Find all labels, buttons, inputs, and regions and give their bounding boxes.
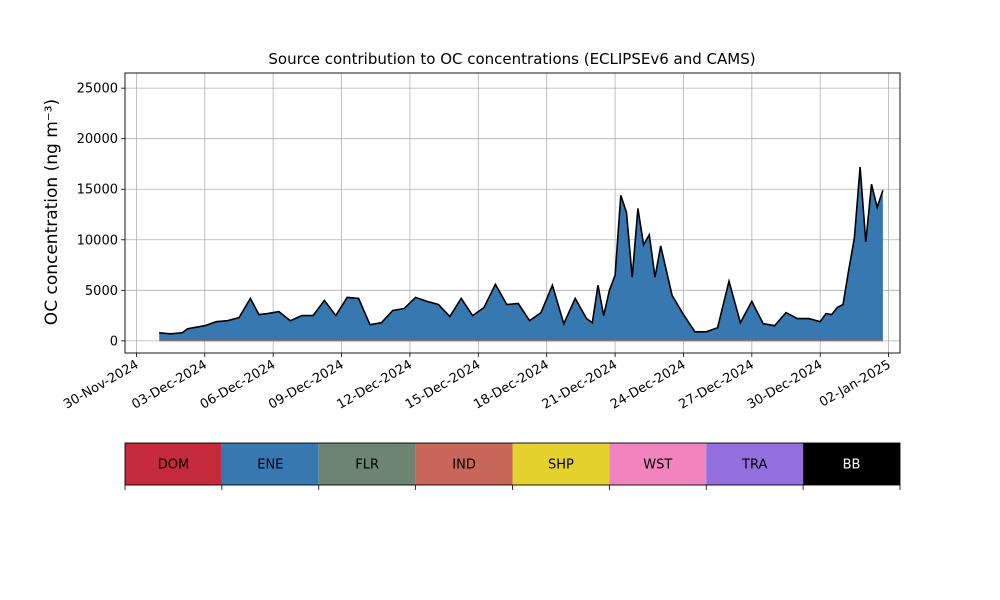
x-tick-label: 30-Dec-2024 xyxy=(745,357,825,412)
legend-swatch-bb xyxy=(803,443,900,485)
total-outline xyxy=(159,166,884,335)
y-tick-label: 5000 xyxy=(85,284,118,299)
legend-frame xyxy=(124,442,901,486)
legend-swatch-dom xyxy=(125,443,222,485)
y-tick-label: 10000 xyxy=(77,233,118,248)
legend: DOM ENE FLR IND SHP WST TRA BB xyxy=(124,442,901,490)
x-tick-label: 21-Dec-2024 xyxy=(540,357,620,412)
legend-swatch-tra xyxy=(706,443,804,485)
x-tick-label: 03-Dec-2024 xyxy=(129,357,209,412)
legend-label-bb: BB xyxy=(843,458,861,473)
legend-label-ene: ENE xyxy=(257,458,283,473)
x-tick-label: 27-Dec-2024 xyxy=(676,357,756,412)
y-tick-label: 25000 xyxy=(77,82,118,97)
legend-label-wst: WST xyxy=(643,458,672,473)
x-tick-label: 30-Nov-2024 xyxy=(61,357,141,412)
legend-swatch-flr xyxy=(318,443,416,485)
legend-swatch-ene xyxy=(221,443,319,485)
x-tick-label: 24-Dec-2024 xyxy=(608,357,688,412)
y-axis-label: OC concentration (ng m⁻³) xyxy=(42,99,62,325)
legend-label-ind: IND xyxy=(452,458,476,473)
x-tick-label: 15-Dec-2024 xyxy=(403,357,483,412)
x-tick-label: 02-Jan-2025 xyxy=(817,357,894,410)
legend-label-tra: TRA xyxy=(741,458,767,473)
legend-swatch-ind xyxy=(415,443,513,485)
legend-label-flr: FLR xyxy=(355,458,379,473)
axes-frame xyxy=(124,72,901,354)
legend-label-shp: SHP xyxy=(548,458,574,473)
legend-swatch-shp xyxy=(512,443,610,485)
legend-swatch-wst xyxy=(609,443,707,485)
y-tick-label: 0 xyxy=(110,334,118,349)
y-tick-label: 15000 xyxy=(77,183,118,198)
series-area-ene xyxy=(159,167,883,341)
x-tick-label: 09-Dec-2024 xyxy=(266,357,346,412)
x-tick-label: 06-Dec-2024 xyxy=(198,357,278,412)
x-tick-label: 18-Dec-2024 xyxy=(471,357,551,412)
area-series xyxy=(159,166,884,342)
chart-title: Source contribution to OC concentrations… xyxy=(268,50,755,68)
y-tick-label: 20000 xyxy=(77,132,118,147)
legend-label-dom: DOM xyxy=(158,458,189,473)
x-tick-label: 12-Dec-2024 xyxy=(335,357,415,412)
